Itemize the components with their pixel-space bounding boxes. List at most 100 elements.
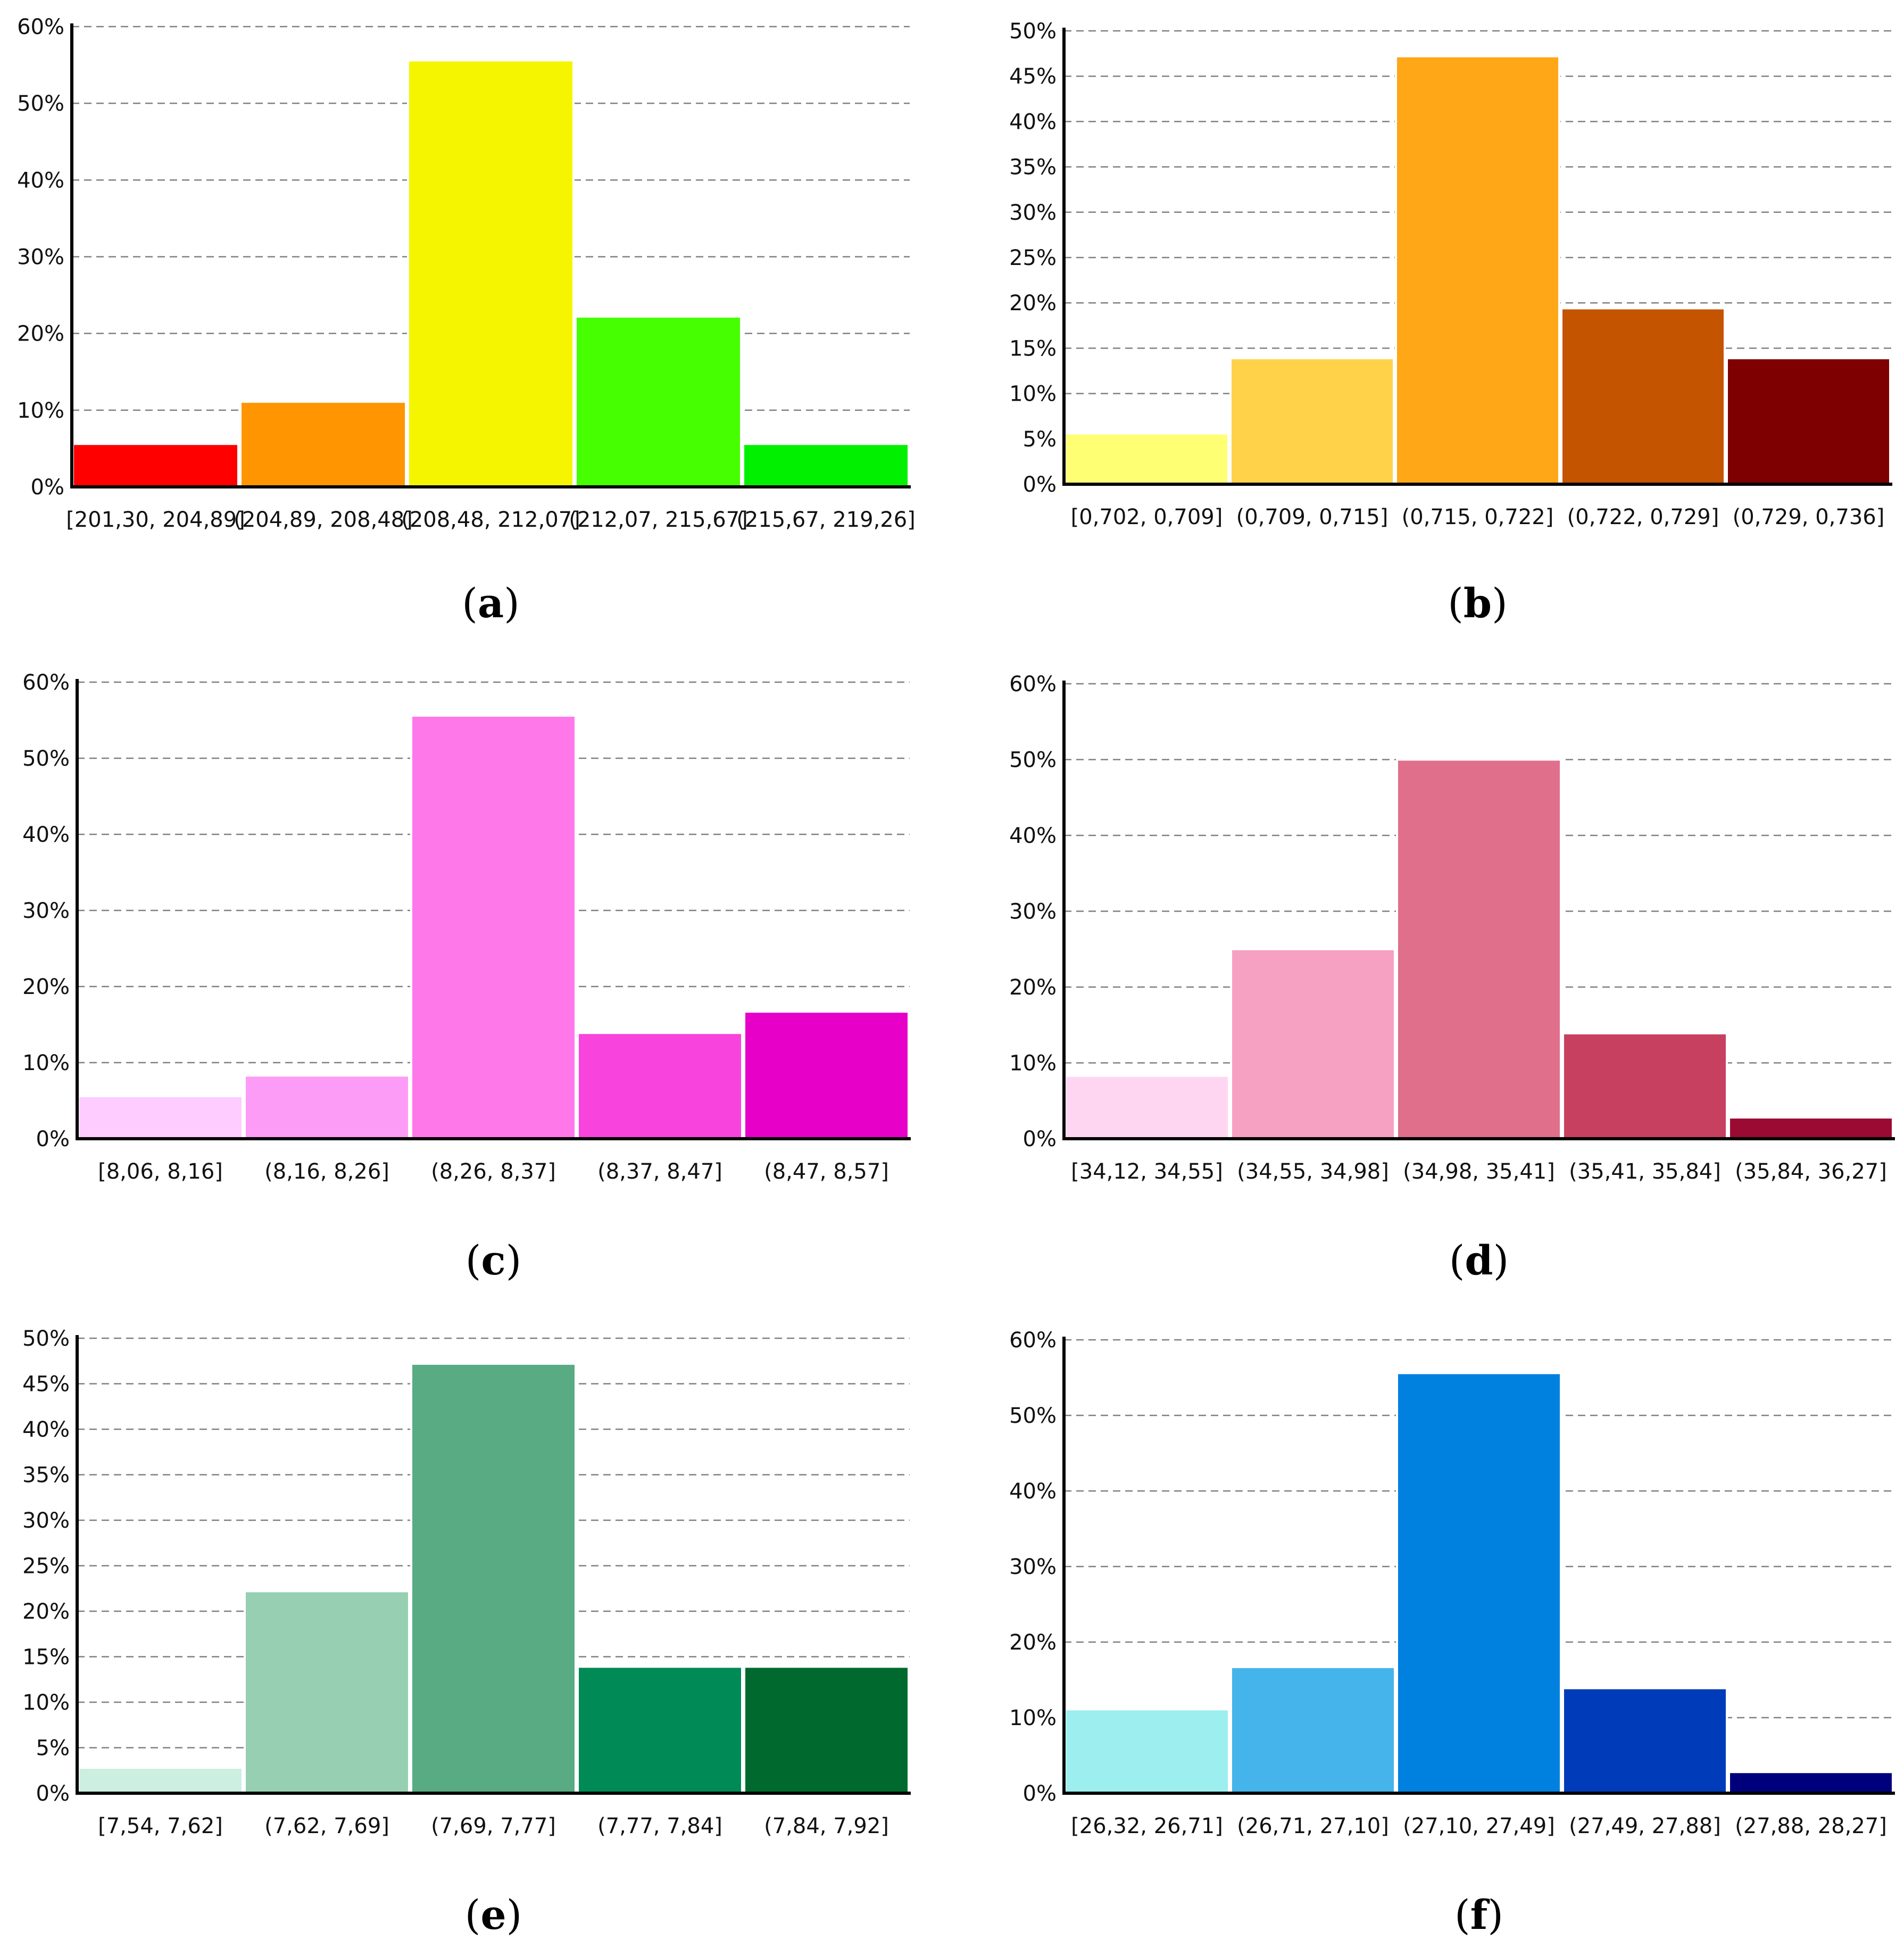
bar-2 [1230, 1665, 1396, 1795]
y-tick-label: 50% [22, 747, 70, 771]
caption-letter: b [1464, 579, 1492, 627]
y-tick-label: 40% [22, 1418, 70, 1442]
y-tick-label: 40% [1009, 824, 1057, 848]
x-tick-label: [34,12, 34,55] [1071, 1159, 1223, 1184]
x-tick-label: (8,16, 8,26] [264, 1159, 389, 1184]
x-tick-label: (8,47, 8,57] [764, 1159, 889, 1184]
y-tick-label: 0% [1023, 473, 1057, 497]
x-tick-label: (0,715, 0,722] [1402, 505, 1554, 529]
bar-5 [743, 1665, 910, 1795]
bar-4 [1560, 307, 1726, 485]
y-tick-label: 20% [22, 1600, 70, 1624]
chart-panel-a: 0% 10% 20% 30% 40% 50% 60% [201,30, 204,89](204… [17, 15, 916, 627]
caption-letter: f [1470, 1891, 1490, 1938]
y-tick-label: 15% [22, 1645, 70, 1670]
x-tick-label: (7,69, 7,77] [431, 1814, 556, 1838]
chart-panel-e: 0% 5% 10% 15% 20% 25% 30% 35% 40% 45% 50% [7,54, 7,… [22, 1327, 911, 1938]
bar-1 [1064, 432, 1229, 485]
y-tick-label: 50% [1009, 19, 1057, 44]
x-tick-label: (208,48, 212,07] [401, 508, 580, 532]
y-tick-label: 45% [22, 1372, 70, 1397]
y-tick-label: 10% [1009, 1706, 1057, 1730]
y-tick-label: 30% [1009, 201, 1057, 225]
x-tick-label: (0,722, 0,729] [1567, 505, 1719, 529]
y-tick-label: 5% [1023, 427, 1057, 452]
bar-1 [77, 1095, 244, 1140]
y-tick-label: 30% [22, 899, 70, 923]
x-tick-label: [7,54, 7,62] [98, 1814, 223, 1838]
bar-1 [1064, 1708, 1230, 1794]
y-tick-label: 30% [1009, 1555, 1057, 1579]
bar-4 [1562, 1032, 1728, 1140]
x-tick-label: (8,37, 8,47] [597, 1159, 722, 1184]
panel-caption: (a) [462, 579, 520, 627]
x-tick-label: (34,55, 34,98] [1237, 1159, 1389, 1184]
caption-letter: d [1465, 1237, 1493, 1284]
y-tick-label: 0% [1023, 1127, 1057, 1151]
panel-caption: (b) [1448, 579, 1507, 627]
bar-1 [72, 443, 239, 488]
bar-4 [1562, 1687, 1728, 1795]
x-tick-label: (34,98, 35,41] [1403, 1159, 1555, 1184]
y-tick-label: 10% [22, 1051, 70, 1075]
y-tick-label: 35% [22, 1463, 70, 1488]
y-tick-label: 50% [22, 1327, 70, 1351]
bar-2 [1229, 357, 1395, 485]
y-tick-label: 50% [1009, 1404, 1057, 1428]
y-tick-label: 20% [1009, 1630, 1057, 1655]
x-tick-label: (212,07, 215,67] [569, 508, 748, 532]
x-tick-label: [201,30, 204,89] [66, 508, 245, 532]
y-tick-label: 5% [36, 1736, 70, 1761]
y-tick-label: 20% [1009, 975, 1057, 1000]
y-tick-label: 0% [36, 1127, 70, 1151]
y-tick-label: 0% [1023, 1781, 1057, 1806]
x-tick-label: (204,89, 208,48] [234, 508, 413, 532]
y-tick-label: 60% [1009, 1328, 1057, 1353]
y-tick-label: 10% [17, 399, 64, 423]
bar-3 [1395, 55, 1560, 486]
x-tick-label: (27,10, 27,49] [1403, 1814, 1555, 1838]
panel-caption: (d) [1449, 1237, 1509, 1284]
x-tick-label: (26,71, 27,10] [1237, 1814, 1389, 1838]
caption-letter: e [480, 1891, 506, 1938]
chart-panel-f: 0% 10% 20% 30% 40% 50% 60% [26,32, 26,71] (26,71… [1009, 1328, 1895, 1938]
bar-3 [410, 714, 577, 1140]
caption-letter: a [478, 579, 504, 627]
bar-5 [1726, 357, 1891, 485]
y-tick-label: 20% [1009, 291, 1057, 316]
y-tick-label: 40% [1009, 110, 1057, 134]
chart-panel-d: 0% 10% 20% 30% 40% 50% 60% [34,12, 34,55] (34,55… [1009, 672, 1895, 1284]
y-tick-label: 10% [1009, 382, 1057, 407]
x-tick-label: [8,06, 8,16] [98, 1159, 223, 1184]
y-tick-label: 35% [1009, 155, 1057, 180]
y-tick-label: 60% [17, 15, 64, 39]
y-tick-label: 40% [22, 823, 70, 847]
x-tick-label: (27,88, 28,27] [1735, 1814, 1887, 1838]
y-tick-label: 20% [22, 975, 70, 999]
chart-panel-c: 0% 10% 20% 30% 40% 50% 60% [8,06, 8,16] (8,16, 8… [22, 670, 911, 1284]
panel-caption: (c) [465, 1237, 522, 1284]
bar-3 [1396, 1372, 1562, 1794]
bar-5 [1728, 1116, 1894, 1140]
x-tick-label: (35,41, 35,84] [1569, 1159, 1721, 1184]
y-tick-label: 20% [17, 322, 64, 346]
y-tick-label: 25% [22, 1554, 70, 1579]
bar-1 [77, 1767, 244, 1795]
y-tick-label: 30% [22, 1509, 70, 1533]
y-tick-label: 50% [1009, 748, 1057, 773]
bar-1 [1064, 1074, 1230, 1140]
x-tick-label: (0,709, 0,715] [1236, 505, 1388, 529]
bar-4 [577, 1665, 743, 1795]
panel-caption: (e) [465, 1891, 522, 1938]
y-tick-label: 0% [36, 1781, 70, 1806]
y-tick-label: 15% [1009, 336, 1057, 361]
x-tick-label: (7,84, 7,92] [764, 1814, 889, 1838]
x-tick-label: [26,32, 26,71] [1071, 1814, 1223, 1838]
y-tick-label: 10% [22, 1691, 70, 1715]
bar-2 [1230, 948, 1396, 1140]
x-tick-label: (215,67, 219,26] [736, 508, 916, 532]
x-tick-label: (7,77, 7,84] [597, 1814, 722, 1838]
bar-5 [743, 1010, 910, 1140]
y-tick-label: 0% [31, 475, 64, 500]
